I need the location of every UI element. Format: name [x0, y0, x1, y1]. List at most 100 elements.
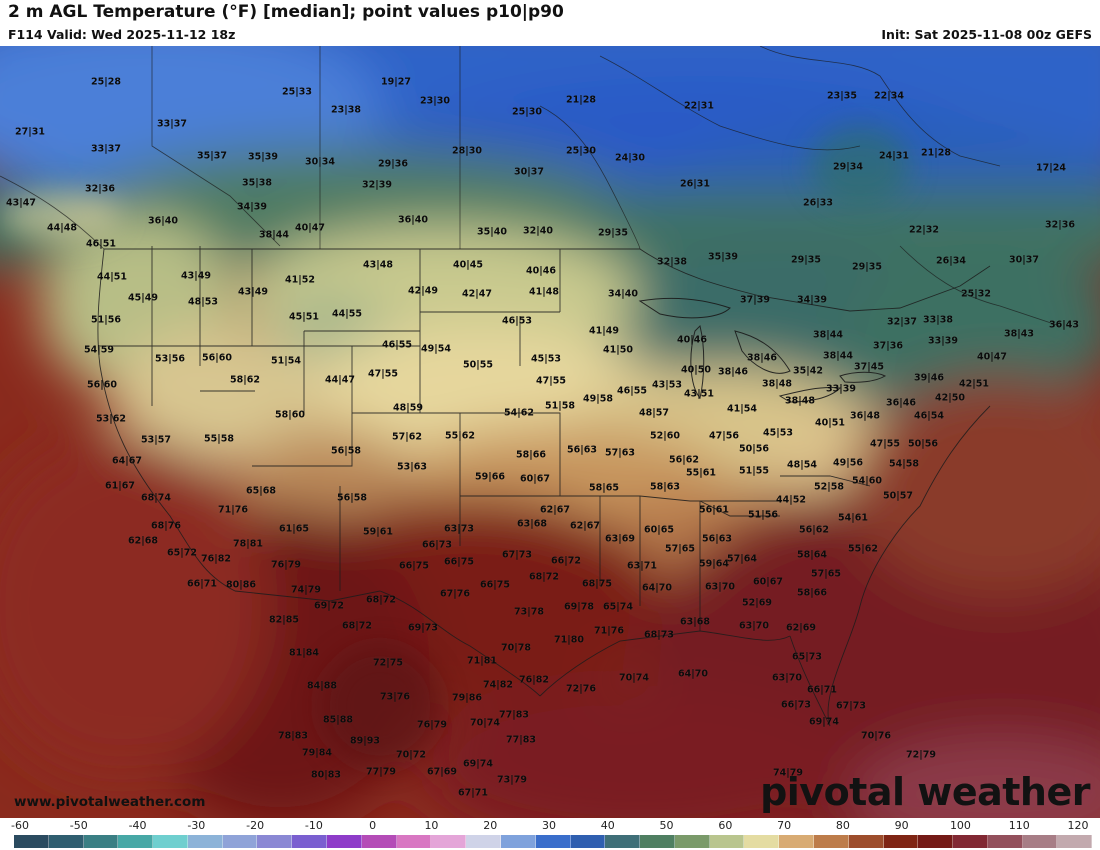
colorbar-tick-label: 20 — [483, 819, 498, 832]
point-value-label: 65|72 — [167, 547, 197, 559]
point-value-label: 66|71 — [807, 684, 837, 696]
point-value-label: 74|82 — [483, 679, 513, 691]
colorbar-tick-label: 100 — [949, 819, 971, 832]
point-value-label: 59|66 — [475, 471, 505, 483]
point-value-label: 59|64 — [699, 558, 729, 570]
point-value-label: 22|31 — [684, 100, 714, 112]
point-value-label: 66|73 — [781, 699, 811, 711]
point-value-label: 35|40 — [477, 226, 507, 238]
point-value-label: 29|36 — [378, 158, 408, 170]
point-value-label: 67|69 — [427, 766, 457, 778]
point-value-label: 26|34 — [936, 255, 966, 267]
point-value-label: 68|73 — [644, 629, 674, 641]
point-value-label: 55|62 — [848, 543, 878, 555]
point-value-label: 41|48 — [529, 286, 559, 298]
colorbar-tick-label: -40 — [128, 819, 147, 832]
point-value-label: 60|67 — [520, 473, 550, 485]
point-value-label: 71|80 — [554, 634, 584, 646]
colorbar-segment — [1057, 835, 1093, 848]
point-value-label: 66|75 — [399, 560, 429, 572]
point-value-label: 43|53 — [652, 379, 682, 391]
point-value-label: 21|28 — [921, 147, 951, 159]
point-value-label: 63|71 — [627, 560, 657, 572]
point-value-label: 39|46 — [914, 372, 944, 384]
point-value-label: 46|51 — [86, 238, 116, 250]
point-value-label: 41|54 — [727, 403, 757, 415]
brand-logo: pivotal weather — [760, 770, 1090, 814]
point-value-label: 52|60 — [650, 430, 680, 442]
point-value-label: 30|37 — [1009, 254, 1039, 266]
point-value-label: 48|57 — [639, 407, 669, 419]
point-value-label: 22|32 — [909, 224, 939, 236]
header: 2 m AGL Temperature (°F) [median]; point… — [0, 0, 1100, 46]
point-value-label: 89|93 — [350, 735, 380, 747]
point-value-label: 54|58 — [889, 458, 919, 470]
point-value-label: 70|74 — [619, 672, 649, 684]
point-value-label: 34|39 — [237, 201, 267, 213]
point-value-label: 43|48 — [363, 259, 393, 271]
point-value-label: 65|74 — [603, 601, 633, 613]
point-value-label: 44|55 — [332, 308, 362, 320]
point-value-label: 57|64 — [727, 553, 757, 565]
point-value-label: 56|63 — [567, 444, 597, 456]
point-value-label: 84|88 — [307, 680, 337, 692]
colorbar-tick-label: 70 — [777, 819, 792, 832]
colorbar-tick-label: 120 — [1067, 819, 1089, 832]
point-value-label: 60|67 — [753, 576, 783, 588]
colorbar-tick-label: 0 — [369, 819, 377, 832]
point-value-label: 37|39 — [740, 294, 770, 306]
point-value-label: 67|73 — [502, 549, 532, 561]
point-value-label: 79|84 — [302, 747, 332, 759]
point-value-label: 56|60 — [202, 352, 232, 364]
point-value-label: 32|37 — [887, 316, 917, 328]
point-value-label: 48|53 — [188, 296, 218, 308]
point-value-label: 25|33 — [282, 86, 312, 98]
point-value-label: 43|49 — [181, 270, 211, 282]
point-value-label: 35|39 — [248, 151, 278, 163]
point-value-label: 33|37 — [157, 118, 187, 130]
point-value-label: 38|46 — [718, 366, 748, 378]
point-value-label: 54|60 — [852, 475, 882, 487]
point-value-label: 47|55 — [536, 375, 566, 387]
point-value-label: 25|32 — [961, 288, 991, 300]
point-value-label: 56|62 — [669, 454, 699, 466]
point-value-label: 40|47 — [295, 222, 325, 234]
point-value-label: 25|30 — [512, 106, 542, 118]
point-value-label: 80|83 — [311, 769, 341, 781]
temperature-map: 25|28 25|33 19|27 23|30 25|30 21|28 22|31 23|35… — [0, 46, 1100, 818]
point-value-label: 67|71 — [458, 787, 488, 799]
point-value-label: 37|36 — [873, 340, 903, 352]
point-value-label: 38|43 — [1004, 328, 1034, 340]
point-value-label: 47|55 — [870, 438, 900, 450]
point-value-label: 36|43 — [1049, 319, 1079, 331]
point-value-label: 80|86 — [226, 579, 256, 591]
colorbar-segment — [431, 835, 467, 848]
point-value-label: 57|65 — [665, 543, 695, 555]
point-value-label: 56|60 — [87, 379, 117, 391]
point-value-label: 29|35 — [791, 254, 821, 266]
point-value-label: 66|72 — [551, 555, 581, 567]
point-value-label: 63|73 — [444, 523, 474, 535]
point-value-label: 40|50 — [681, 364, 711, 376]
point-value-label: 23|35 — [827, 90, 857, 102]
colorbar-segment — [987, 835, 1023, 848]
point-value-label: 32|36 — [85, 183, 115, 195]
point-value-label: 76|82 — [519, 674, 549, 686]
colorbar-segment — [83, 835, 119, 848]
point-value-label: 33|37 — [91, 143, 121, 155]
colorbar-tick-label: 110 — [1008, 819, 1030, 832]
point-value-label: 35|42 — [793, 365, 823, 377]
point-value-label: 46|54 — [914, 410, 944, 422]
colorbar-segment — [153, 835, 188, 848]
point-value-label: 45|51 — [289, 311, 319, 323]
website-label[interactable]: www.pivotalweather.com — [14, 794, 206, 810]
point-value-label: 26|33 — [803, 197, 833, 209]
colorbar-tick-label: 30 — [542, 819, 556, 832]
colorbar-segment — [848, 835, 884, 848]
point-value-label: 68|72 — [366, 594, 396, 606]
point-value-label: 53|63 — [397, 461, 427, 473]
point-value-label: 24|30 — [615, 152, 645, 164]
point-value-label: 69|78 — [564, 601, 594, 613]
point-value-label: 43|49 — [238, 286, 268, 298]
colorbar-segment — [605, 835, 641, 848]
